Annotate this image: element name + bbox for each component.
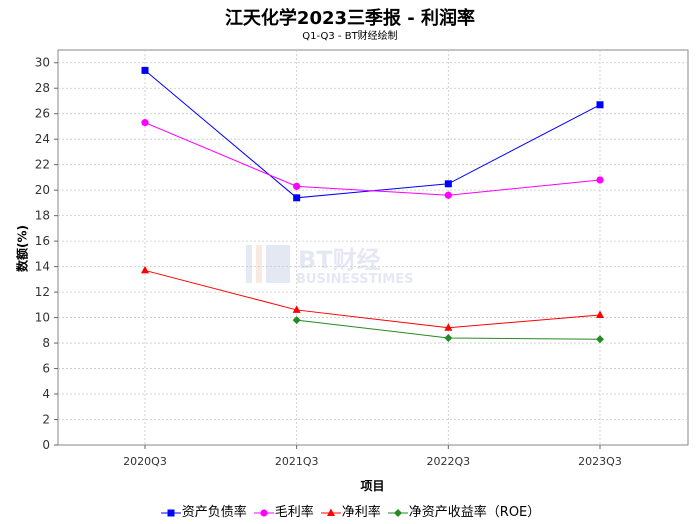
legend-item: 净利率: [320, 501, 381, 520]
data-point: [292, 316, 301, 325]
y-tick-label: 28: [35, 81, 50, 95]
y-tick-label: 10: [35, 311, 50, 325]
legend-symbol: [326, 508, 335, 516]
x-tick-label: 2023Q3: [578, 455, 622, 468]
data-point: [596, 335, 604, 344]
data-point: [596, 176, 604, 184]
x-tick-label: 2021Q3: [275, 455, 319, 468]
watermark-text: BT财经: [298, 246, 381, 274]
legend-marker-icon: [253, 508, 274, 517]
legend-label: 毛利率: [274, 505, 314, 520]
legend-marker-icon: [160, 509, 181, 516]
watermark-bar: [246, 245, 252, 283]
y-tick-label: 22: [35, 158, 50, 172]
watermark-text: BUSINESSTIMES: [296, 272, 413, 287]
y-tick-label: 8: [42, 336, 50, 350]
y-tick-label: 0: [42, 438, 50, 452]
legend-item: 资产负债率: [160, 501, 247, 520]
y-tick-label: 20: [35, 183, 50, 197]
series-line: [144, 122, 601, 196]
data-point: [444, 191, 452, 199]
plot-background: [57, 49, 689, 446]
watermark-bar: [256, 245, 262, 283]
y-tick-label: 30: [35, 56, 50, 70]
data-point: [141, 119, 149, 127]
y-tick-label: 16: [35, 234, 50, 248]
data-point: [293, 182, 301, 190]
legend-marker-icon: [387, 508, 408, 517]
legend: 资产负债率 毛利率 净利率 净资产收益率（ROE）: [0, 501, 700, 520]
y-tick-label: 2: [42, 413, 50, 427]
chart-subtitle: Q1-Q3 - BT财经绘制: [302, 31, 398, 42]
y-tick-label: 26: [35, 107, 50, 121]
y-tick-label: 18: [35, 209, 50, 223]
chart-title: 江天化学2023三季报 - 利润率: [224, 8, 476, 29]
y-tick-label: 24: [35, 132, 50, 146]
legend-symbol: [260, 508, 268, 517]
series-line: [144, 269, 601, 329]
legend-item: 净资产收益率（ROE）: [387, 501, 540, 520]
data-point: [141, 66, 149, 74]
legend-marker-icon: [320, 508, 341, 516]
data-point: [596, 310, 604, 319]
y-tick-label: 12: [35, 285, 50, 299]
legend-symbol: [393, 508, 402, 517]
legend-label: 资产负债率: [181, 505, 247, 520]
y-tick-label: 4: [42, 387, 50, 401]
data-point: [292, 305, 301, 313]
watermark-bar: [266, 245, 290, 283]
y-tick-label: 6: [42, 362, 50, 376]
data-point: [444, 180, 452, 188]
legend-symbol: [167, 509, 175, 516]
y-tick-label: 14: [35, 260, 50, 274]
legend-item: 毛利率: [253, 501, 314, 520]
data-point: [293, 194, 301, 202]
data-point: [596, 101, 604, 109]
data-point: [444, 323, 453, 331]
x-tick-label: 2022Q3: [427, 455, 471, 468]
x-tick-label: 2020Q3: [123, 455, 167, 468]
legend-label: 净资产收益率（ROE）: [408, 505, 541, 520]
x-axis-label: 项目: [360, 479, 385, 493]
data-point: [444, 333, 453, 342]
legend-label: 净利率: [341, 505, 381, 520]
data-point: [141, 265, 149, 274]
